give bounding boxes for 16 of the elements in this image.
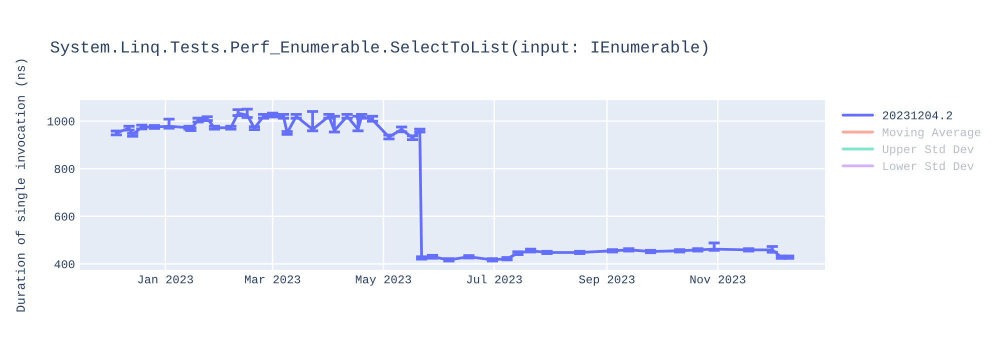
x-tick-label: Nov 2023 [690, 275, 746, 284]
x-tick-label: Jul 2023 [466, 274, 522, 284]
y-axis-title: Duration of single invocation (ns) [16, 60, 28, 312]
y-tick-label: 800 [54, 165, 74, 174]
y-tick-label: 600 [54, 212, 74, 221]
x-tick-label: Sep 2023 [579, 275, 635, 286]
legend-label: Upper Std Dev [882, 144, 974, 156]
legend-label: 20231204.2 [882, 111, 952, 120]
x-tick-label: Mar 2023 [245, 275, 300, 284]
legend-label: Moving Average [882, 128, 980, 139]
y-tick-label: 400 [54, 260, 74, 268]
x-tick-label: Jan 2023 [138, 275, 193, 284]
legend-label: Lower Std Dev [883, 161, 974, 170]
x-tick-label: May 2023 [356, 275, 412, 286]
y-tick-label: 1000 [48, 117, 74, 126]
chart-title: System.Linq.Tests.Perf_Enumerable.SelectToList(input: IEnumerable) [50, 40, 708, 56]
